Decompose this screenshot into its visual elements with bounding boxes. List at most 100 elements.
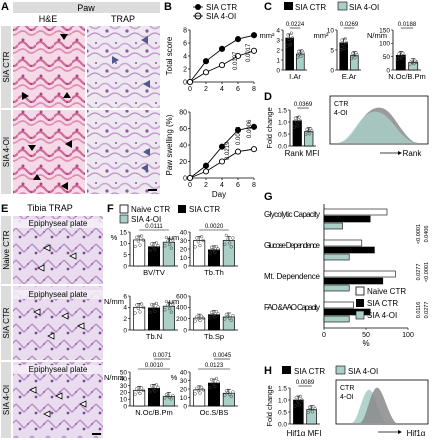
legend-swatch-oi xyxy=(335,365,346,375)
data-dot xyxy=(167,242,172,247)
paw-title: Paw xyxy=(77,3,95,13)
bar xyxy=(323,239,363,247)
data-dot xyxy=(151,245,155,249)
x-tick-label: 2 xyxy=(204,182,208,189)
y-tick-label: 0 xyxy=(330,67,334,74)
plate-label: Epiphyseal plate xyxy=(29,365,88,374)
arrowhead-icon xyxy=(143,148,150,156)
y-tick-label: 2 xyxy=(276,47,280,54)
data-dot xyxy=(148,390,152,394)
legend-swatch-ctr xyxy=(282,366,291,374)
data-dot xyxy=(211,313,215,317)
plate-label: Epiphyseal plate xyxy=(29,219,88,228)
y-tick-label: 0.5 xyxy=(278,131,287,138)
row-label-bg-naive xyxy=(1,216,11,284)
legend-label-ctr: SIA CTR xyxy=(189,205,220,214)
data-dot xyxy=(163,396,167,400)
panel-c-letter: C xyxy=(264,1,272,13)
data-dot xyxy=(166,239,170,243)
data-dot xyxy=(231,236,235,240)
arrowhead-icon xyxy=(22,92,29,100)
arrowhead-icon xyxy=(43,410,51,418)
data-dot xyxy=(138,243,142,247)
y-tick-label: 50 xyxy=(120,369,128,376)
data-dot xyxy=(133,311,137,315)
data-dot xyxy=(169,310,173,314)
y-tick-label: 0 xyxy=(123,263,127,270)
data-dot xyxy=(193,245,197,249)
category-label: I.Ar xyxy=(289,72,301,81)
panel-f: F Naive CTR SIA CTR SIA 4-OI 0 5 10 15 BV/TV… xyxy=(104,203,238,417)
bar xyxy=(323,253,350,261)
plate-band xyxy=(13,290,103,299)
y-tick-label: 0 xyxy=(123,327,127,334)
data-dot xyxy=(136,306,141,311)
data-dot xyxy=(293,404,297,408)
panel-d: D 0.0 0.5 1.0 1.5 0.0369 Fold change Rank MFI… xyxy=(264,91,429,158)
panel-a-letter: A xyxy=(1,1,9,13)
bar xyxy=(323,277,384,285)
data-dot xyxy=(226,237,230,241)
row-label-sia-4oi: SIA 4-OI xyxy=(2,137,11,167)
data-dot xyxy=(223,317,227,321)
x-tick-label: 2 xyxy=(204,86,208,93)
bar xyxy=(304,131,314,147)
row-label-sia-ctr: SIA CTR xyxy=(2,307,11,338)
data-point xyxy=(202,168,210,175)
data-dot xyxy=(201,238,205,243)
y-tick-label: 0 xyxy=(183,327,187,334)
y-tick-label: 150 xyxy=(379,27,390,34)
x-tick-label: 4 xyxy=(220,86,224,93)
arrowhead-icon xyxy=(69,252,77,260)
data-dot xyxy=(298,394,303,399)
data-dot xyxy=(151,306,155,310)
legend-label-ctr: SIA CTR xyxy=(206,3,237,12)
b-xlabel: Day xyxy=(212,190,226,199)
x-tick-label: 0 xyxy=(322,332,326,339)
data-dot xyxy=(227,392,232,397)
data-dot xyxy=(213,315,217,319)
data-dot xyxy=(171,302,175,306)
unit-label: N/mm xyxy=(104,373,124,382)
data-dot xyxy=(138,391,142,396)
y-tick-label: 20 xyxy=(120,390,128,397)
data-dot xyxy=(156,244,160,248)
data-point xyxy=(218,143,226,150)
category-label: Oc.S/BS xyxy=(200,408,229,417)
legend-swatch-ctr xyxy=(284,2,293,10)
unit-label: % xyxy=(111,233,118,242)
bar xyxy=(323,301,354,309)
panel-f-letter: F xyxy=(107,203,114,215)
unit-label: mm² xyxy=(314,31,329,40)
data-dot xyxy=(224,233,229,238)
category-label: Mt. Dependence xyxy=(264,272,321,281)
data-point xyxy=(218,62,226,69)
arrowhead-icon xyxy=(63,92,71,98)
data-dot xyxy=(292,125,296,129)
panel-h-letter: H xyxy=(264,365,272,377)
data-dot xyxy=(154,301,159,306)
p-value-label: 0.0043 xyxy=(236,126,242,145)
data-dot xyxy=(136,239,141,243)
bar xyxy=(323,308,371,316)
series-line xyxy=(189,126,255,179)
data-dot xyxy=(294,120,299,124)
y-tick-label: 10 xyxy=(180,395,188,402)
data-dot xyxy=(344,41,349,45)
panel-c: C SIA CTR SIA 4-OI 0 1 2 3 4 I.Ar mm² 0.0224 0 5 1… xyxy=(260,1,426,81)
chart-f: 051015BV/TV%0.0111010203040Tb.Thμm0.0020… xyxy=(104,224,238,417)
rank-histogram-oi xyxy=(338,111,416,143)
arrowhead-icon xyxy=(60,34,68,40)
data-dot xyxy=(340,38,344,42)
data-dot xyxy=(299,54,303,59)
data-point xyxy=(186,174,194,182)
data-point xyxy=(250,146,258,153)
y-tick-label: 1.5 xyxy=(278,385,287,392)
y-tick-label: 30 xyxy=(180,378,188,385)
data-dot xyxy=(141,238,145,242)
category-label: N.Oc/B.Pm xyxy=(388,72,426,81)
p-value-label: 0.0020 xyxy=(205,224,224,230)
x-tick-label: 0 xyxy=(188,86,192,93)
p-value-label: 0.0006 xyxy=(247,119,253,138)
data-point xyxy=(250,32,258,39)
